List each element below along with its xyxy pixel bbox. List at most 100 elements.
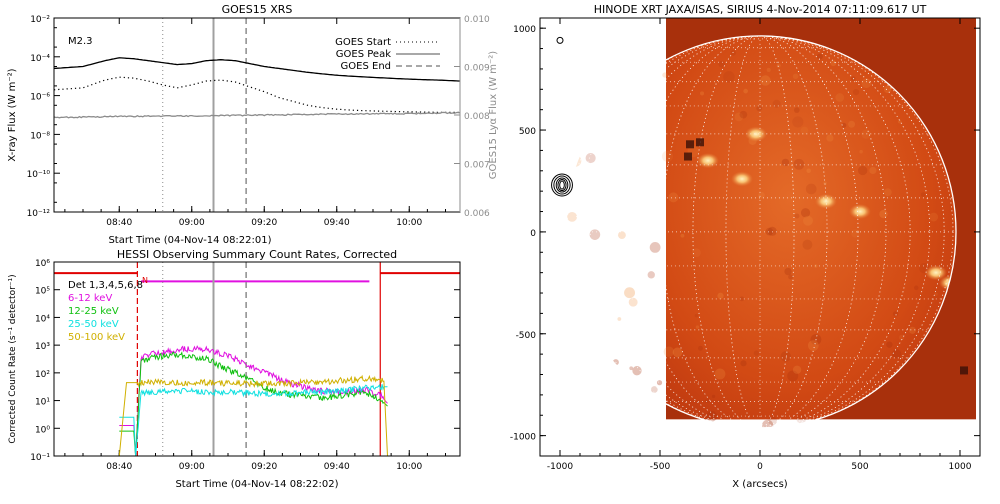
hessi-x-tick-label: 09:00 [179,462,205,472]
goes-series-group [54,18,460,212]
legend-goes-end-label: GOES End [341,61,391,72]
goes-title: GOES15 XRS [222,3,293,16]
legend-12-25kev: 12-25 keV [68,306,119,317]
disk-texture-blob [892,349,902,359]
disk-texture-blob [805,183,817,195]
hessi-series-25-50-kev [119,384,388,456]
goes-series-short [54,76,460,114]
hessi-series-50-100-kev [118,374,388,456]
disk-texture-blob [718,60,726,68]
goes-axis-ticks: 08:40 09:00 09:20 09:40 10:00 10⁻¹² 10⁻¹⁰ 10⁻⁸ 1… [27,15,490,228]
xrt-y-tick-label: 1000 [513,25,536,35]
disk-texture-blob [857,165,868,176]
disk-texture-blob [807,340,819,351]
disk-texture-blob [704,398,710,403]
goes-y2-tick-label: 0.009 [464,64,490,74]
disk-texture-blob [835,93,845,102]
dark-spot [686,140,694,149]
hessi-title: HESSI Observing Summary Count Rates, Cor… [117,248,397,261]
disk-texture-blob [743,88,748,94]
disk-texture-blob [861,129,871,139]
disk-texture-blob [941,431,948,438]
goes-x-tick-label: 09:20 [251,218,277,228]
hessi-legend: Det 1,3,4,5,6,8 6-12 keV 12-25 keV 25-50… [68,280,143,343]
disk-texture-blob [760,75,771,86]
dark-spot [696,138,704,147]
active-region [697,153,719,169]
disk-texture-blob [792,365,802,374]
hessi-series-6-12-kev [119,345,388,456]
rhessi-contour [557,179,567,192]
disk-texture-blob [628,297,638,307]
hessi-y-tick-label: 10⁻¹ [30,453,50,463]
flare-class-annotation: M2.3 [68,36,93,47]
disk-texture-blob [793,107,800,113]
disk-texture-blob [589,360,602,373]
disk-texture-blob [650,386,658,393]
disk-texture-blob [632,35,643,41]
legend-50-100kev: 50-100 keV [68,332,125,343]
hessi-y-tick-label: 10⁴ [35,314,50,324]
legend-6-12kev: 6-12 keV [68,293,112,304]
goes-x-tick-label: 09:00 [179,218,205,228]
disk-texture-blob [929,212,939,222]
disk-texture-blob [730,50,737,56]
disk-texture-blob [913,285,919,291]
xrt-x-tick-label: 0 [757,462,763,472]
disk-texture-blob [756,105,763,112]
disk-texture-blob [564,353,570,360]
disk-texture-blob [762,419,774,428]
disk-texture-blob [826,134,834,142]
disk-texture-blob [869,166,877,175]
hessi-x-tick-label: 10:00 [396,462,422,472]
grid-longitude-line [589,35,931,428]
disk-texture-blob [802,239,813,250]
hinode-xrt-panel: HINODE XRT JAXA/ISAS, SIRIUS 4-Nov-2014 … [510,3,981,490]
goes-y-tick-label: 10⁻² [30,15,50,25]
disk-texture-blob [924,432,928,436]
disk-texture-blob [753,350,760,356]
hessi-axis-ticks: 08:40 09:00 09:20 09:40 10:00 10⁻¹ 10⁰ 10¹ 10² 10… [30,259,460,472]
goes-y2-tick-label: 0.010 [464,15,490,25]
disk-texture-blob [572,76,583,87]
disk-texture-blob [699,91,705,96]
disk-texture-blob [886,341,893,348]
disk-texture-blob [695,325,700,329]
grid-longitude-line [609,35,911,428]
disk-texture-blob [694,313,699,318]
active-region [849,203,871,220]
disk-texture-blob [883,85,892,94]
disk-texture-blob [714,368,726,380]
goes-y-tick-label: 10⁻¹² [27,209,51,219]
disk-texture-blob [617,317,622,321]
goes-x-tick-label: 09:40 [324,218,350,228]
disk-texture-blob [564,334,569,341]
disk-texture-blob [908,326,917,334]
xrt-plot-frame [539,17,981,457]
disk-texture-blob [861,78,872,89]
hessi-plot-frame [53,261,461,457]
disk-texture-blob [767,226,777,236]
disk-texture-blob [879,209,888,219]
disk-texture-blob [647,271,655,279]
disk-texture-blob [851,229,860,238]
solar-limb [563,35,957,429]
disk-texture-blob [784,267,792,276]
xrt-x-tick-label: -500 [650,462,671,472]
hessi-y-tick-label: 10⁰ [35,425,50,435]
flag-label: N [142,276,148,285]
hessi-y-tick-label: 10⁵ [35,287,50,297]
goes-y2-axis-label: GOES15 Lyα Flux (W m⁻²) [488,51,499,179]
disk-texture-blob [892,311,899,317]
disk-texture-blob [739,110,748,119]
disk-texture-blob [663,346,675,357]
rhessi-contour [553,175,571,195]
hessi-y-tick-label: 10² [35,370,50,380]
disk-texture-blob [823,181,827,185]
hessi-series-12-25-kev [119,351,388,456]
goes-y-axis-label: X-ray Flux (W m⁻²) [7,68,18,161]
goes-y-tick-label: 10⁻⁴ [30,54,50,64]
disk-texture-blob [656,380,663,386]
